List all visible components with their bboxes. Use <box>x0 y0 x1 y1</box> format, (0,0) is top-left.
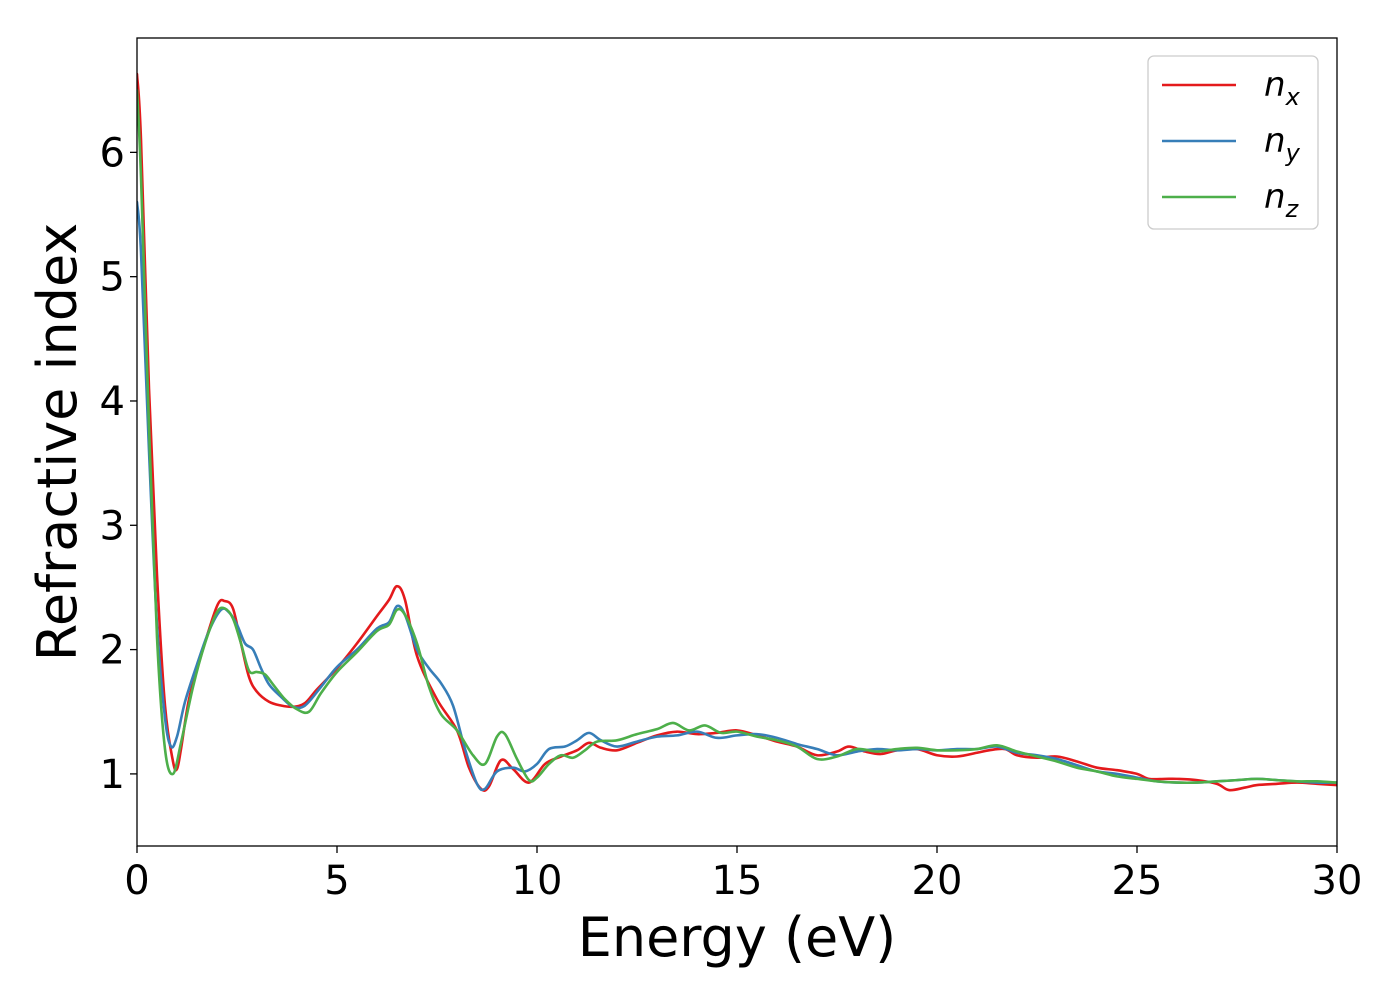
legend-box <box>1147 55 1319 230</box>
x-tick-label: 0 <box>124 858 149 904</box>
series-line-z <box>137 88 1337 785</box>
x-tick-label: 5 <box>324 858 349 904</box>
x-tick-label: 25 <box>1112 858 1163 904</box>
y-tick-label: 4 <box>100 379 125 425</box>
x-tick-label: 30 <box>1312 858 1363 904</box>
y-tick-label: 3 <box>100 503 125 549</box>
series-line-x <box>137 72 1337 792</box>
y-tick-label: 1 <box>100 752 125 798</box>
legend: nx ny nz <box>1147 55 1319 230</box>
y-axis: 1 2 3 4 5 6 <box>100 130 137 798</box>
x-tick-label: 20 <box>912 858 963 904</box>
x-axis: 0 5 10 15 20 25 30 <box>124 846 1362 904</box>
legend-label-y: ny <box>1264 121 1301 167</box>
y-tick-label: 5 <box>100 255 125 301</box>
y-tick-label: 2 <box>100 628 125 674</box>
x-tick-label: 15 <box>712 858 763 904</box>
series-layer <box>137 72 1337 792</box>
y-tick-label: 6 <box>100 130 125 176</box>
series-line-y <box>137 200 1337 792</box>
x-tick-label: 10 <box>512 858 563 904</box>
legend-label-x: nx <box>1264 65 1301 111</box>
x-axis-label: Energy (eV) <box>578 906 897 969</box>
legend-label-z: nz <box>1264 177 1300 223</box>
y-axis-label: Refractive index <box>26 223 89 662</box>
